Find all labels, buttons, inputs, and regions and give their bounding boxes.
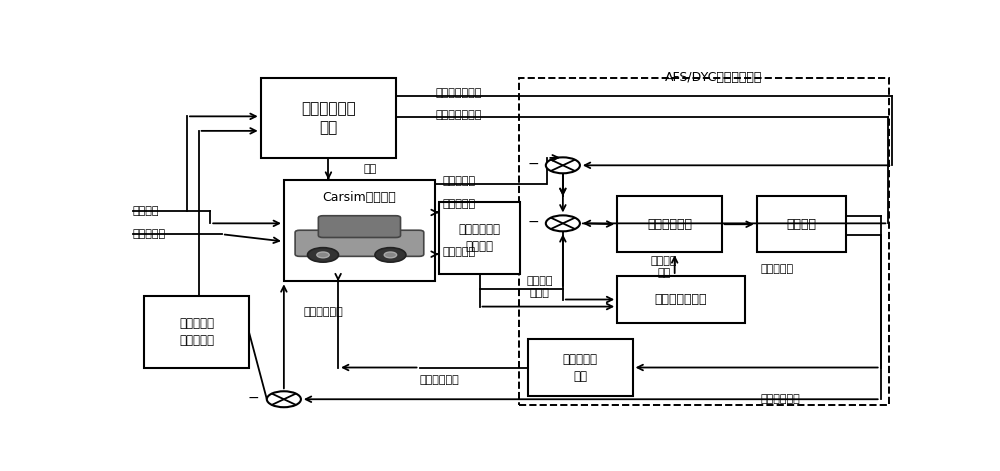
Text: 扰动观测器模块: 扰动观测器模块 [655, 293, 707, 306]
Text: 各轮横摆力矩: 各轮横摆力矩 [420, 375, 459, 385]
Text: 横向车速: 横向车速 [133, 206, 159, 216]
Text: 扰动: 扰动 [364, 164, 377, 174]
Bar [284, 180, 435, 281]
Circle shape [384, 252, 397, 258]
FancyBboxPatch shape [295, 230, 424, 256]
Text: 方向盘转角: 方向盘转角 [133, 229, 166, 239]
Bar [757, 196, 846, 252]
Text: −: − [528, 156, 540, 171]
Bar [528, 340, 633, 396]
Text: AFS/DYC集成控制模块: AFS/DYC集成控制模块 [665, 71, 763, 84]
Text: 前轮与方向
盘的传动比: 前轮与方向 盘的传动比 [179, 317, 214, 347]
Bar [261, 78, 396, 158]
Text: 估计质心
侧偏角: 估计质心 侧偏角 [526, 276, 553, 298]
Text: 二自由度模型
模块: 二自由度模型 模块 [301, 101, 356, 136]
Text: 质心侧偏角观
测器模块: 质心侧偏角观 测器模块 [459, 223, 501, 253]
Bar [617, 196, 722, 252]
Text: 不确定项
估计: 不确定项 估计 [650, 256, 677, 278]
Text: 理想质心侧偏角: 理想质心侧偏角 [435, 110, 481, 120]
Text: 质心侧偏角: 质心侧偏角 [443, 200, 476, 210]
Circle shape [267, 391, 301, 407]
Text: 力矩分配器
模块: 力矩分配器 模块 [563, 352, 598, 382]
Bar [519, 78, 889, 405]
Circle shape [308, 248, 339, 262]
Circle shape [546, 215, 580, 231]
Text: 复合控制模块: 复合控制模块 [647, 218, 692, 231]
Circle shape [317, 252, 329, 258]
Bar [144, 296, 249, 368]
Text: 集成模块: 集成模块 [786, 218, 816, 231]
Text: 理想横摆角速度: 理想横摆角速度 [435, 89, 481, 98]
FancyBboxPatch shape [318, 216, 401, 237]
Text: −: − [528, 214, 540, 228]
Text: −: − [247, 390, 259, 405]
Circle shape [375, 248, 406, 262]
Bar [617, 276, 745, 323]
Text: 横摆角速度: 横摆角速度 [443, 176, 476, 186]
Text: 纵向加速度: 纵向加速度 [443, 247, 476, 257]
Text: 附加前轮转角: 附加前轮转角 [303, 307, 343, 317]
Text: 期望前轮转角: 期望前轮转角 [761, 394, 800, 404]
Circle shape [546, 157, 580, 173]
Text: Carsim仿真模块: Carsim仿真模块 [323, 191, 396, 204]
Text: 总横摆力矩: 总横摆力矩 [761, 264, 794, 274]
Bar [439, 202, 520, 274]
